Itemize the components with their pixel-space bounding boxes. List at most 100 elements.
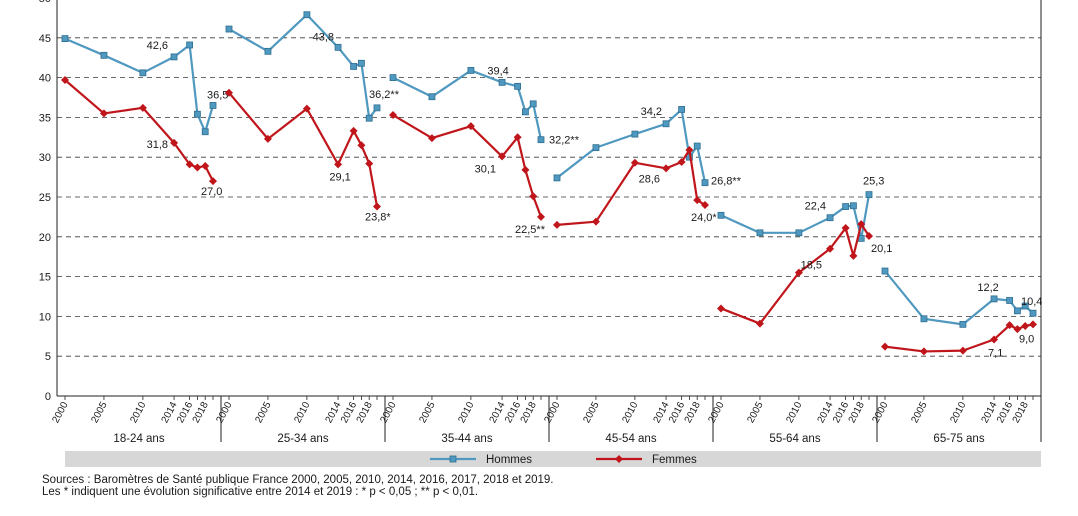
x-tick-label: 2018 [683,400,703,425]
x-tick-label: 2000 [542,400,562,425]
y-tick-label: 40 [39,73,51,85]
hommes-point [61,35,69,42]
x-tick-label: 2010 [128,400,148,425]
x-tick-label: 2000 [50,400,70,425]
femmes-series-line [884,323,1034,353]
x-tick-label: 2005 [253,400,273,425]
hommes-point [186,41,194,49]
y-tick-label: 45 [39,33,51,45]
femmes-point [591,217,600,226]
femmes-point [185,160,194,169]
legend-label: Femmes [652,454,697,466]
x-tick-label: 2005 [417,400,437,425]
x-tick-label: 2010 [456,400,476,425]
data-label: 39,4 [487,65,508,77]
hommes-point [850,202,857,210]
femmes-point [849,251,858,260]
hommes-point [662,120,670,128]
legend-label: Hommes [486,454,532,466]
significance-note: Les * indiquent une évolution significat… [42,486,479,498]
femmes-point [865,232,873,241]
femmes-point [427,134,436,143]
x-tick-label: 2010 [948,400,968,425]
femmes-point [365,159,374,168]
group-label: 35-44 ans [441,433,492,445]
group-label: 25-34 ans [277,433,328,445]
femmes-point [553,220,561,229]
femmes-point [693,196,702,205]
y-tick-label: 15 [39,272,51,284]
y-tick-label: 35 [39,112,51,124]
hommes-point [522,108,529,116]
hommes-point [389,74,397,81]
data-label: 22,5** [515,224,546,236]
hommes-point [1006,297,1014,304]
hommes-point [209,102,217,109]
x-tick-label: 2010 [292,400,312,425]
data-label: 28,6 [639,173,660,185]
x-tick-label: 2018 [1011,400,1031,425]
hommes-point [514,82,522,90]
y-tick-label: 10 [39,311,51,323]
femmes-point [662,164,671,173]
hommes-point [693,142,701,150]
x-tick-label: 2018 [847,400,867,425]
data-label: 23,8* [365,212,391,224]
femmes-point [373,202,381,211]
femmes-point [334,160,343,169]
hommes-point [498,78,506,86]
femmes-point [99,109,108,118]
femmes-point [170,138,179,147]
y-tick-label: 30 [39,152,51,164]
hommes-point [865,191,873,199]
x-tick-label: 2018 [519,400,539,425]
femmes-point [357,141,366,150]
femmes-point [794,268,803,277]
femmes-point [826,244,835,253]
legend-marker [449,455,457,463]
femmes-point [1005,321,1014,330]
hommes-point [139,69,147,77]
femmes-point [466,122,475,131]
femmes-point [302,104,311,113]
hommes-point [201,128,209,136]
data-label: 12,2 [977,282,998,294]
data-label: 20,1 [871,243,892,255]
x-tick-label: 2005 [909,400,929,425]
hommes-point [701,179,709,187]
hommes-point [1021,302,1029,310]
femmes-point [881,342,889,351]
hommes-point [194,110,201,118]
group-label: 45-54 ans [605,433,656,445]
hommes-point [529,100,537,108]
femmes-point [1029,320,1037,329]
data-label: 29,1 [329,171,350,183]
data-label: 36,2** [369,89,400,101]
hommes-point [225,25,233,33]
hommes-point [467,67,475,74]
femmes-point [537,212,545,221]
data-label: 32,2** [549,135,580,147]
femmes-series-line [392,114,543,218]
x-tick-label: 2018 [355,400,375,425]
femmes-point [685,146,694,155]
data-label: 26,8** [711,176,742,188]
group-label: 18-24 ans [113,433,164,445]
y-tick-label: 5 [45,351,51,363]
hommes-series-line [556,108,707,183]
hommes-point [373,104,381,112]
hommes-point [826,214,834,222]
x-tick-label: 2010 [620,400,640,425]
femmes-point [138,103,147,112]
x-tick-label: 2000 [378,400,398,425]
data-label: 34,2 [641,106,662,118]
x-tick-label: 2000 [706,400,726,425]
group-label: 55-64 ans [769,433,820,445]
femmes-point [919,347,928,356]
data-label: 7,1 [988,347,1003,359]
hommes-point [537,136,545,144]
femmes-point [717,304,725,313]
x-tick-label: 2005 [745,400,765,425]
x-tick-label: 2005 [581,400,601,425]
x-tick-label: 2010 [784,400,804,425]
